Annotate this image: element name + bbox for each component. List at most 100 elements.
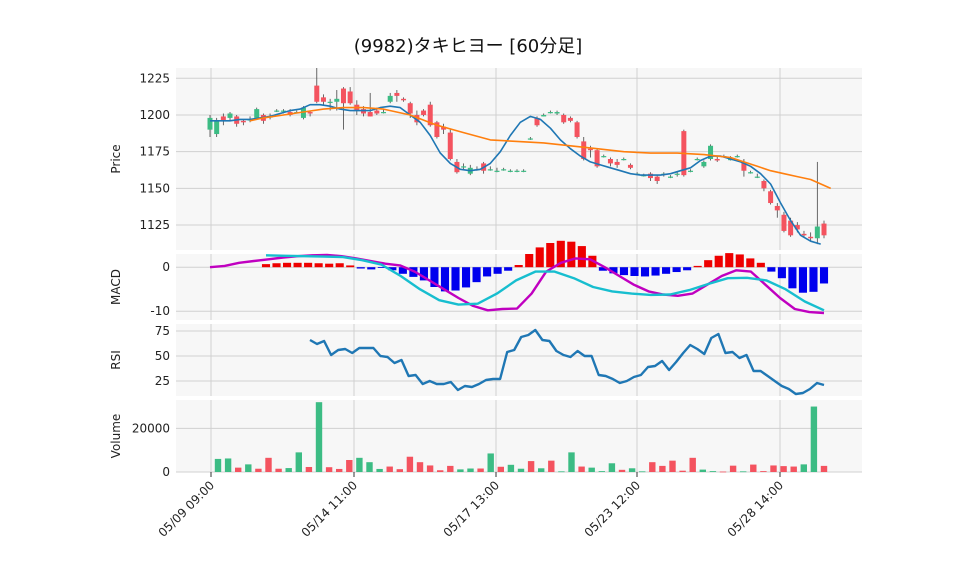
volume-bar	[750, 464, 757, 472]
price-axis-label: Price	[109, 144, 123, 173]
macd-hist-bar	[662, 267, 671, 274]
x-tick-label: 05/14 11:00	[299, 478, 361, 540]
candle-body	[701, 161, 707, 167]
candle-body	[768, 191, 774, 204]
candle-body	[674, 173, 680, 175]
candle-body	[367, 112, 373, 117]
candle-body	[527, 138, 533, 140]
macd-hist-bar	[725, 253, 734, 268]
price-ytick-label: 1150	[139, 181, 170, 195]
macd-hist-bar	[746, 258, 755, 268]
volume-bar	[315, 402, 323, 472]
macd-hist-bar	[451, 267, 460, 291]
candle-body	[240, 120, 246, 123]
volume-bar	[346, 460, 353, 472]
macd-hist-bar	[640, 267, 650, 277]
candle-body	[387, 95, 393, 102]
macd-hist-bar	[809, 267, 818, 292]
macd-hist-bar	[514, 265, 523, 268]
volume-axis-label: Volume	[109, 414, 123, 459]
volume-bar	[275, 468, 282, 472]
candle-body	[594, 150, 600, 167]
candle-body	[547, 112, 553, 114]
volume-ytick-label: 20000	[132, 421, 170, 435]
macd-hist-bar	[272, 263, 281, 268]
price-ytick-label: 1200	[139, 108, 170, 122]
rsi-axis-label: RSI	[109, 350, 123, 370]
volume-panel-bg	[176, 400, 862, 472]
price-ytick-label: 1225	[139, 71, 170, 85]
candle-body	[788, 220, 794, 236]
x-tick-label: 05/17 13:00	[441, 478, 503, 540]
candle-body	[227, 113, 233, 118]
volume-bar	[497, 466, 504, 472]
volume-bar	[447, 465, 454, 472]
candle-body	[334, 98, 340, 102]
candle-body	[441, 126, 447, 130]
candle-body	[327, 101, 333, 103]
macd-hist-bar	[483, 267, 492, 277]
macd-hist-bar	[377, 267, 386, 268]
volume-bar	[608, 463, 616, 472]
candle-body	[501, 169, 507, 171]
volume-ytick-label: 0	[162, 465, 170, 479]
price-ytick-label: 1175	[139, 145, 170, 159]
candle-body	[461, 166, 467, 168]
rsi-line	[309, 328, 825, 396]
candle-body	[688, 170, 694, 172]
price-ytick-label: 1125	[139, 218, 170, 232]
candle-body	[541, 114, 547, 117]
volume-bar	[487, 453, 494, 472]
macd-hist-bar	[388, 267, 397, 271]
volume-bar	[588, 467, 595, 472]
macd-hist-bar	[556, 240, 565, 268]
candle-body	[621, 159, 627, 161]
macd-hist-bar	[283, 262, 292, 268]
candle-body	[627, 164, 633, 168]
macd-ytick-label: -10	[150, 304, 170, 318]
macd-hist-bar	[609, 267, 618, 274]
macd-hist-bar	[756, 262, 765, 268]
volume-bar	[548, 460, 555, 472]
macd-hist-bar	[525, 254, 534, 268]
volume-bar	[336, 468, 343, 472]
macd-hist-bar	[704, 260, 713, 268]
candle-body	[374, 110, 380, 114]
volume-bar	[770, 465, 777, 472]
volume-bar	[790, 466, 797, 472]
macd-ytick-label: 0	[162, 260, 170, 274]
candle-body	[274, 110, 280, 112]
volume-bar	[295, 452, 302, 472]
candle-body	[668, 176, 673, 178]
volume-bar	[649, 462, 656, 472]
volume-bar	[406, 456, 414, 472]
macd-hist-bar	[325, 263, 334, 268]
volume-bar	[689, 457, 696, 472]
volume-bar	[356, 457, 363, 472]
candle-body	[614, 161, 620, 165]
volume-bar	[426, 465, 434, 472]
macd-hist-bar	[535, 247, 544, 268]
volume-bar	[810, 406, 818, 472]
macd-hist-bar	[461, 267, 471, 288]
chart-title: (9982)タキヒヨー [60分足]	[354, 36, 583, 57]
volume-bar	[224, 458, 232, 472]
macd-hist-bar	[819, 267, 829, 284]
volume-bar	[568, 452, 575, 472]
volume-bar	[527, 461, 535, 472]
candle-body	[521, 170, 527, 172]
macd-hist-bar	[504, 267, 513, 271]
candle-body	[708, 145, 714, 159]
macd-hist-bar	[567, 241, 576, 268]
macd-hist-bar	[419, 267, 428, 281]
rsi-ytick-label: 50	[155, 349, 170, 363]
macd-hist-bar	[598, 267, 607, 271]
macd-hist-bar	[619, 267, 629, 276]
x-tick-label: 05/28 14:00	[725, 478, 787, 540]
candle-body	[314, 85, 320, 102]
candle-body	[601, 156, 607, 158]
volume-bar	[598, 471, 605, 472]
macd-hist-bar	[683, 267, 692, 271]
volume-bar	[386, 466, 393, 472]
candle-body	[794, 225, 800, 230]
